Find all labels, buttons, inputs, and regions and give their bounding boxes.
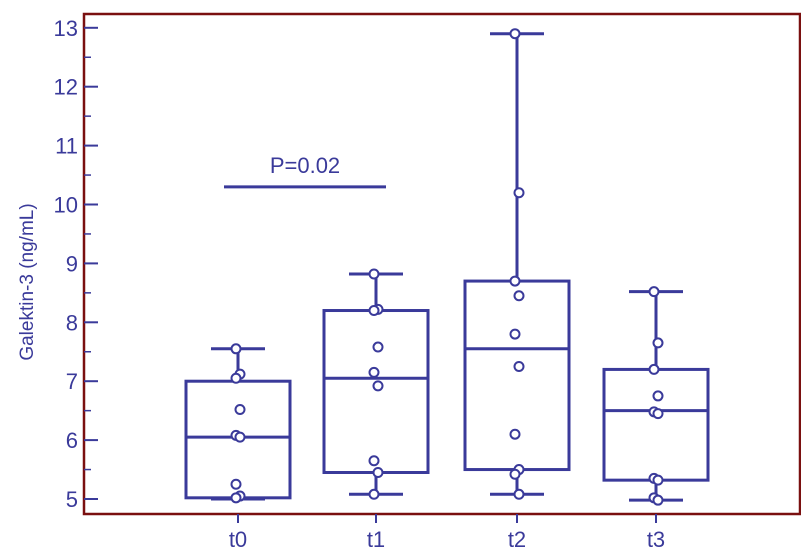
y-tick-label: 6 — [66, 428, 78, 453]
data-point — [652, 494, 664, 506]
y-tick-label: 11 — [55, 134, 78, 159]
y-tick-label: 10 — [54, 193, 78, 218]
data-point — [230, 492, 242, 504]
x-axis: t0 t1 t2 t3 — [229, 514, 665, 552]
box-iqr — [602, 367, 710, 482]
data-point — [230, 343, 242, 355]
data-point — [509, 275, 521, 287]
x-tick-label: t3 — [647, 527, 665, 552]
data-point — [230, 372, 242, 384]
boxes-layer — [184, 28, 710, 506]
data-point — [648, 363, 660, 375]
data-point — [234, 431, 246, 443]
data-point — [509, 468, 521, 480]
significance-label: P=0.02 — [270, 153, 340, 178]
data-point — [513, 360, 525, 372]
box-t1 — [322, 268, 430, 500]
data-point — [368, 366, 380, 378]
data-point — [372, 380, 384, 392]
y-tick-label: 13 — [54, 16, 78, 41]
data-point — [513, 187, 525, 199]
box-t0 — [184, 343, 292, 504]
data-point — [372, 466, 384, 478]
data-point — [372, 341, 384, 353]
data-point — [652, 337, 664, 349]
y-tick-label: 9 — [66, 251, 78, 276]
box-iqr — [463, 279, 571, 472]
data-point — [368, 455, 380, 467]
annotations-layer: P=0.02 — [224, 153, 386, 189]
y-axis: 5 6 7 8 9 10 11 12 13 — [54, 16, 98, 512]
data-point — [652, 474, 664, 486]
data-point — [230, 478, 242, 490]
y-tick-label: 5 — [66, 487, 78, 512]
data-point — [234, 403, 246, 415]
data-point — [368, 488, 380, 500]
data-point — [513, 290, 525, 302]
data-point — [509, 328, 521, 340]
data-point — [368, 268, 380, 280]
y-tick-label: 7 — [66, 369, 78, 394]
box-t2 — [463, 28, 571, 500]
y-axis-label: Galektin-3 (ng/mL) — [17, 203, 38, 360]
y-tick-label: 8 — [66, 310, 78, 335]
x-tick-label: t0 — [229, 527, 247, 552]
data-point — [513, 488, 525, 500]
data-point — [652, 408, 664, 420]
data-point — [648, 286, 660, 298]
y-tick-label: 12 — [54, 75, 78, 100]
data-point — [368, 305, 380, 317]
data-point — [652, 390, 664, 402]
x-tick-label: t1 — [367, 527, 385, 552]
data-point — [509, 28, 521, 40]
x-tick-label: t2 — [508, 527, 526, 552]
box-iqr — [322, 309, 430, 474]
data-point — [509, 428, 521, 440]
box-t3 — [602, 286, 710, 506]
